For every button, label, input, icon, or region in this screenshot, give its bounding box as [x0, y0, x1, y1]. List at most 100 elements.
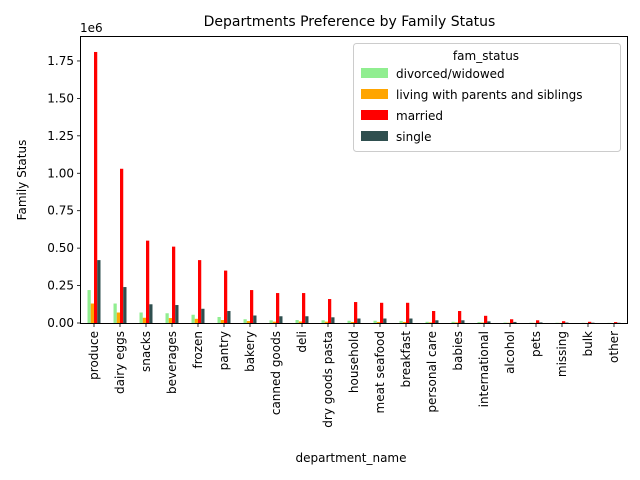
bar-bakery-single — [253, 315, 257, 323]
bar-meat-seafood-living-with-parents-and-siblings — [376, 321, 380, 323]
bar-babies-married — [458, 311, 462, 323]
y-tick-label: 1.50 — [47, 91, 74, 105]
bar-personal-care-living-with-parents-and-siblings — [428, 322, 432, 323]
bar-dry-goods-pasta-single — [331, 317, 335, 323]
y-tick-label: 1.00 — [47, 166, 74, 180]
bar-meat-seafood-divorced-widowed — [373, 320, 377, 323]
bar-canned-goods-living-with-parents-and-siblings — [272, 321, 276, 323]
bar-deli-divorced-widowed — [295, 320, 299, 323]
bar-meat-seafood-married — [380, 302, 384, 323]
y-tick-label: 0.00 — [47, 316, 74, 330]
bar-dairy-eggs-living-with-parents-and-siblings — [116, 312, 120, 323]
legend-items: divorced/widowed living with parents and … — [361, 67, 583, 144]
x-tick-label: produce — [87, 331, 101, 380]
bar-bakery-living-with-parents-and-siblings — [246, 321, 250, 323]
bar-canned-goods-single — [279, 316, 283, 323]
legend-label: divorced/widowed — [396, 67, 505, 81]
legend-box — [353, 43, 621, 152]
bar-produce-living-with-parents-and-siblings — [90, 303, 94, 323]
legend-swatch — [361, 89, 388, 99]
x-tick-label: frozen — [191, 331, 205, 369]
bar-personal-care-divorced-widowed — [425, 321, 429, 323]
bar-household-living-with-parents-and-siblings — [350, 321, 354, 323]
bar-babies-single — [461, 320, 465, 323]
bar-dry-goods-pasta-living-with-parents-and-siblings — [324, 321, 328, 323]
bar-pantry-divorced-widowed — [217, 317, 221, 323]
bar-deli-single — [305, 316, 309, 323]
bar-snacks-divorced-widowed — [139, 312, 143, 323]
x-axis-label: department_name — [295, 451, 406, 465]
bar-international-single — [487, 321, 491, 323]
legend-title: fam_status — [453, 49, 519, 63]
x-tick-label: snacks — [139, 331, 153, 372]
x-tick-label: breakfast — [399, 331, 413, 388]
x-tick-label: canned goods — [269, 331, 283, 415]
bar-personal-care-married — [432, 311, 436, 323]
x-tick-label: other — [607, 331, 621, 363]
bar-dry-goods-pasta-married — [328, 299, 332, 323]
bar-babies-living-with-parents-and-siblings — [454, 322, 458, 323]
bar-bakery-divorced-widowed — [243, 319, 247, 323]
legend-label: married — [396, 109, 443, 123]
bar-beverages-married — [172, 246, 176, 323]
bar-meat-seafood-single — [383, 318, 387, 323]
y-tick-label: 0.75 — [47, 204, 74, 218]
bar-beverages-divorced-widowed — [165, 313, 169, 323]
bar-canned-goods-married — [276, 293, 280, 323]
bar-babies-divorced-widowed — [451, 321, 455, 323]
bar-produce-married — [94, 51, 98, 323]
plot-frame — [80, 36, 628, 324]
bar-pantry-single — [227, 311, 231, 323]
bar-alcohol-single — [513, 321, 517, 323]
bar-international-divorced-widowed — [477, 322, 481, 323]
y-tick-label: 1.25 — [47, 129, 74, 143]
y-tick-label: 0.50 — [47, 241, 74, 255]
bar-produce-single — [97, 260, 101, 323]
legend-swatch — [361, 110, 388, 120]
bar-missing-married — [562, 321, 566, 323]
x-tick-label: pantry — [217, 331, 231, 370]
bar-breakfast-married — [406, 302, 410, 323]
x-tick-label: pets — [529, 331, 543, 357]
bar-deli-married — [302, 293, 306, 323]
x-tick-label: bulk — [581, 331, 595, 357]
legend: fam_status divorced/widowed living with p… — [353, 43, 621, 152]
x-tick-label: missing — [555, 331, 569, 377]
legend-swatch — [361, 131, 388, 141]
x-tick-label: household — [347, 331, 361, 393]
bar-alcohol-married — [510, 319, 514, 323]
bar-snacks-married — [146, 240, 150, 323]
bar-pantry-married — [224, 270, 228, 323]
bar-produce-divorced-widowed — [87, 290, 91, 323]
x-tick-label: deli — [295, 331, 309, 353]
x-tick-label: beverages — [165, 331, 179, 394]
y-tick-label: 0.25 — [47, 279, 74, 293]
x-tick-label: alcohol — [503, 331, 517, 374]
bar-dry-goods-pasta-divorced-widowed — [321, 320, 325, 323]
bar-pets-single — [539, 322, 543, 323]
bars-group — [87, 51, 621, 323]
x-tick-label: dairy eggs — [113, 331, 127, 394]
bar-household-single — [357, 318, 361, 323]
bar-frozen-married — [198, 260, 202, 323]
bar-snacks-living-with-parents-and-siblings — [142, 317, 146, 323]
bar-pets-married — [536, 320, 540, 323]
bar-dairy-eggs-divorced-widowed — [113, 303, 117, 323]
x-tick-label: international — [477, 331, 491, 407]
x-tick-label: dry goods pasta — [321, 331, 335, 428]
bar-international-married — [484, 315, 488, 323]
x-tick-label: personal care — [425, 331, 439, 413]
x-tick-label: meat seafood — [373, 331, 387, 413]
y-tick-label: 1.75 — [47, 54, 74, 68]
x-tick-label: bakery — [243, 331, 257, 372]
y-axis-offset-text: 1e6 — [80, 21, 103, 35]
bar-personal-care-single — [435, 320, 439, 323]
legend-label: single — [396, 130, 432, 144]
x-ticks-group: produce dairy eggs snacks beverages frozen pa… — [87, 323, 621, 428]
y-ticks-group: 0.00 0.25 0.50 0.75 1.00 1.25 1.50 1.75 — [47, 54, 81, 330]
bar-bulk-married — [588, 321, 592, 323]
bar-household-married — [354, 302, 358, 323]
bar-frozen-divorced-widowed — [191, 314, 195, 323]
bar-other-married — [614, 322, 618, 323]
bar-snacks-single — [149, 304, 153, 323]
